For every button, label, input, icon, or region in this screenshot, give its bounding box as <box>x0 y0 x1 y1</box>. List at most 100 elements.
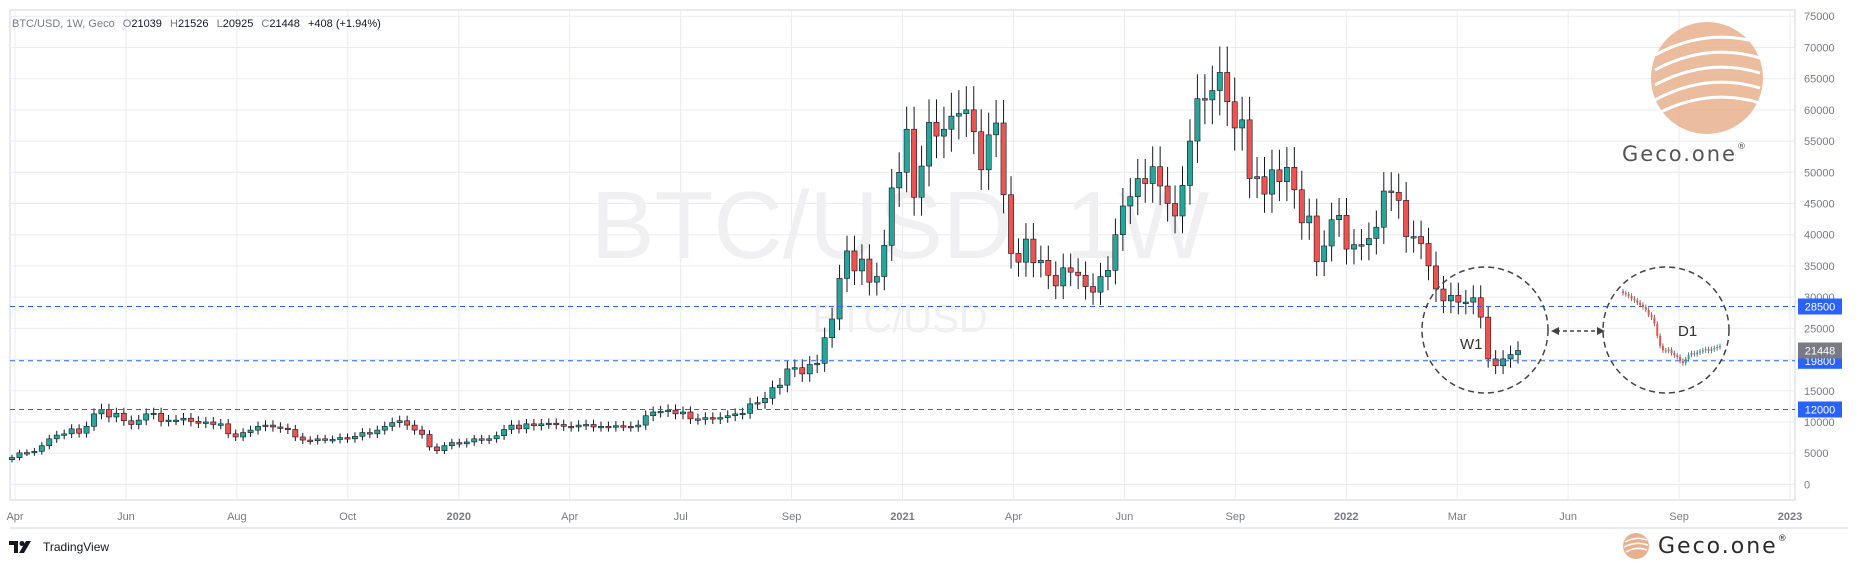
candle-body <box>769 387 776 399</box>
open-label: O <box>122 18 132 30</box>
candle-body <box>1291 166 1298 191</box>
candle-body <box>188 417 194 422</box>
candle-body <box>113 412 120 418</box>
last-price-label: 21448 <box>1805 346 1836 358</box>
candle-body <box>1052 274 1059 287</box>
d1-candle-body <box>1681 360 1684 364</box>
candle-body <box>255 426 261 431</box>
candle-body <box>844 250 850 279</box>
candle-body <box>98 409 105 415</box>
d1-candle-body <box>1699 351 1702 353</box>
d1-candle-body <box>1664 350 1667 352</box>
candle-body <box>1425 243 1432 267</box>
candle-body <box>1164 185 1171 204</box>
candle-body <box>672 409 679 415</box>
candle-body <box>202 421 209 424</box>
x-tick-label: Oct <box>339 511 356 523</box>
candle-body <box>814 362 821 366</box>
candle-body <box>739 412 746 416</box>
candle-body <box>709 417 716 420</box>
candle-body <box>1246 119 1253 179</box>
level-price-tag <box>1798 401 1842 418</box>
candle-body <box>1112 234 1119 271</box>
candle-body <box>575 424 582 428</box>
candle-body <box>247 429 254 433</box>
candle-body <box>61 433 68 436</box>
candle-body <box>1261 176 1268 195</box>
d1-candle-body <box>1650 314 1653 318</box>
candle-body <box>463 441 470 445</box>
candle-body <box>1365 238 1372 246</box>
candle-body <box>225 423 232 435</box>
candle-body <box>650 411 657 417</box>
tradingview-label: TradingView <box>43 540 110 554</box>
d1-candle-body <box>1639 302 1642 305</box>
candle-body <box>1157 166 1164 187</box>
x-tick-label: Jun <box>117 511 135 523</box>
d1-candle-body <box>1684 359 1687 364</box>
x-tick-label: Mar <box>1448 511 1467 523</box>
candle-body <box>307 439 314 442</box>
level-price-label: 28500 <box>1805 301 1836 313</box>
candle-body <box>1515 350 1521 355</box>
y-tick-label: 15000 <box>1804 386 1835 398</box>
d1-candle-body <box>1710 349 1713 351</box>
x-tick-label: Jul <box>674 511 688 523</box>
candle-body <box>523 423 530 430</box>
candle-body <box>1201 98 1208 101</box>
candle-body <box>366 432 373 435</box>
candle-body <box>46 438 53 446</box>
candle-body <box>441 445 448 451</box>
candle-body <box>1037 260 1044 264</box>
candle-body <box>128 420 135 425</box>
candle-body <box>1336 215 1342 221</box>
candle-body <box>240 432 247 438</box>
candle-body <box>508 424 515 430</box>
candle-body <box>31 451 38 454</box>
candle-body <box>1283 166 1290 182</box>
candle-body <box>217 423 224 426</box>
candle-body <box>329 439 336 442</box>
candle-body <box>352 436 358 440</box>
x-tick-label: Aug <box>227 511 247 523</box>
d1-candle-body <box>1673 353 1676 356</box>
d1-candle-body <box>1704 349 1707 351</box>
candle-body <box>165 419 172 422</box>
d1-candle-body <box>1716 347 1719 349</box>
candle-body <box>1105 269 1111 277</box>
candle-body <box>68 428 75 435</box>
candle-body <box>1470 297 1477 303</box>
candle-body <box>299 436 306 441</box>
candle-body <box>732 413 739 417</box>
candle-body <box>1194 98 1201 142</box>
candle-body <box>1395 191 1402 201</box>
y-tick-label: 45000 <box>1804 199 1835 211</box>
candle-body <box>1455 294 1462 303</box>
candle-body <box>262 424 269 427</box>
brand-logo-icon <box>1651 22 1763 134</box>
x-tick-label: Jun <box>1559 511 1577 523</box>
x-tick-label: Apr <box>1005 511 1022 523</box>
candle-body <box>859 258 865 272</box>
d1-candle-body <box>1641 304 1644 307</box>
candle-body <box>1388 190 1395 193</box>
candle-body <box>135 419 142 425</box>
brand-logo-swoosh <box>1654 65 1761 87</box>
candle-body <box>106 409 112 418</box>
candle-body <box>1328 219 1335 247</box>
tradingview-link[interactable]: TradingView <box>9 540 109 554</box>
candle-body <box>1306 215 1313 224</box>
y-tick-label: 35000 <box>1804 261 1835 273</box>
y-tick-label: 75000 <box>1804 11 1835 23</box>
candle-body <box>381 426 388 431</box>
comparison-arrow-head-left <box>1551 327 1559 335</box>
candle-body <box>970 109 977 133</box>
candle-body <box>158 412 165 422</box>
candle-body <box>277 426 284 429</box>
candle-body <box>702 417 709 420</box>
candle-body <box>1380 190 1387 228</box>
candle-body <box>1313 215 1320 262</box>
high-label: H <box>169 18 178 30</box>
y-tick-label: 50000 <box>1804 167 1835 179</box>
candle-body <box>1433 265 1439 290</box>
